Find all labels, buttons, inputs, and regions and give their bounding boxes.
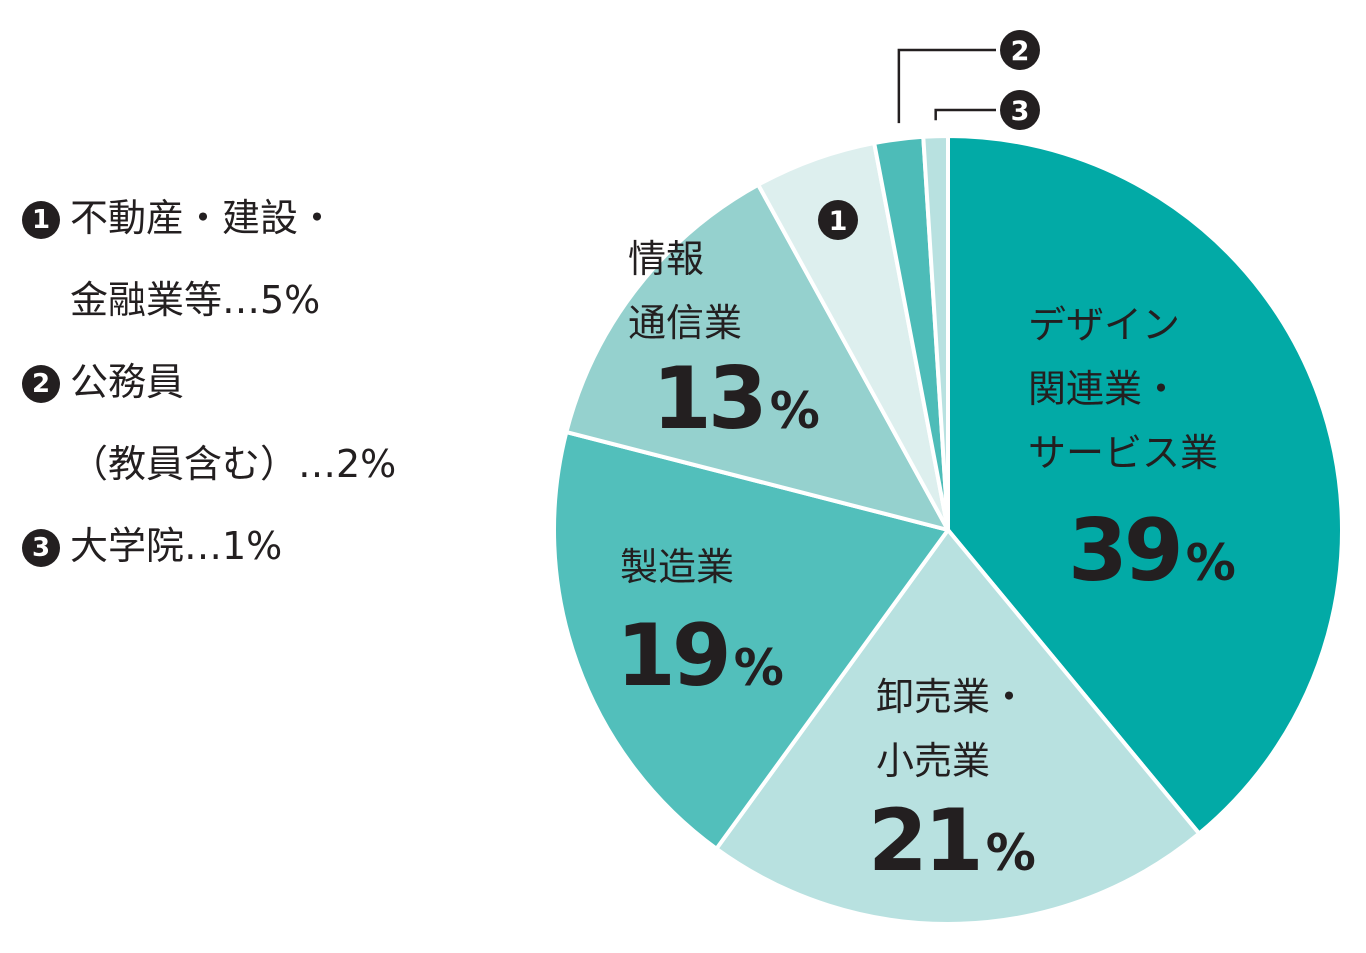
slice-7-marker: 3	[1000, 90, 1040, 130]
slice-4-value-label: 13%	[652, 349, 820, 449]
slice-5-marker: 1	[818, 200, 858, 240]
legend-item-2-line1: 公務員	[70, 360, 185, 404]
legend-item-2-line2: （教員含む）…2%	[70, 442, 397, 486]
pie-slice-1	[946, 134, 1344, 836]
slice-2-name-line-1: 卸売業・	[876, 675, 1028, 719]
slice-6-leader-line	[897, 48, 996, 124]
pie-slice-2	[714, 528, 1202, 926]
slice-1-name-line-1: デザイン	[1028, 303, 1180, 347]
slice-1-name-line-3: サービス業	[1028, 431, 1218, 475]
svg-text:3: 3	[1011, 96, 1030, 127]
legend-item-2: 2 公務員 （教員含む）…2%	[22, 362, 396, 484]
pie-slices	[552, 134, 1344, 926]
slice-6-marker: 2	[1000, 30, 1040, 70]
pie-slice-4	[564, 182, 950, 532]
slice-4-name-line-1: 情報	[628, 237, 704, 281]
slice-2-name-line-2: 小売業	[876, 739, 990, 783]
slice-2-value-label: 21%	[868, 791, 1036, 891]
legend-item-1-line2: 金融業等…5%	[70, 278, 321, 322]
legend-item-1: 1 不動産・建設・ 金融業等…5%	[22, 198, 396, 320]
slice-3-value-label: 19%	[616, 606, 784, 706]
svg-text:1: 1	[829, 206, 848, 237]
legend-item-3: 3 大学院…1%	[22, 524, 396, 568]
legend-item-1-line1: 不動産・建設・	[70, 196, 337, 240]
slice-1-name-line-2: 関連業・	[1028, 367, 1180, 411]
legend-marker-2: 2	[22, 365, 60, 403]
legend: 1 不動産・建設・ 金融業等…5% 2 公務員 （教員含む）…2% 3 大学院……	[22, 198, 396, 568]
slice-3-name-line-1: 製造業	[620, 545, 734, 589]
svg-text:2: 2	[1011, 36, 1030, 67]
pie-slice-7	[921, 134, 950, 532]
slice-4-name-line-2: 通信業	[628, 301, 742, 345]
slice-1-value-label: 39%	[1068, 501, 1236, 601]
pie-callouts: 1 2 3	[818, 30, 1040, 240]
legend-marker-1: 1	[22, 201, 60, 239]
slice-7-leader-line	[934, 108, 996, 121]
legend-marker-3: 3	[22, 529, 60, 567]
pie-slice-3	[552, 430, 950, 851]
legend-item-3-line1: 大学院…1%	[70, 524, 283, 568]
